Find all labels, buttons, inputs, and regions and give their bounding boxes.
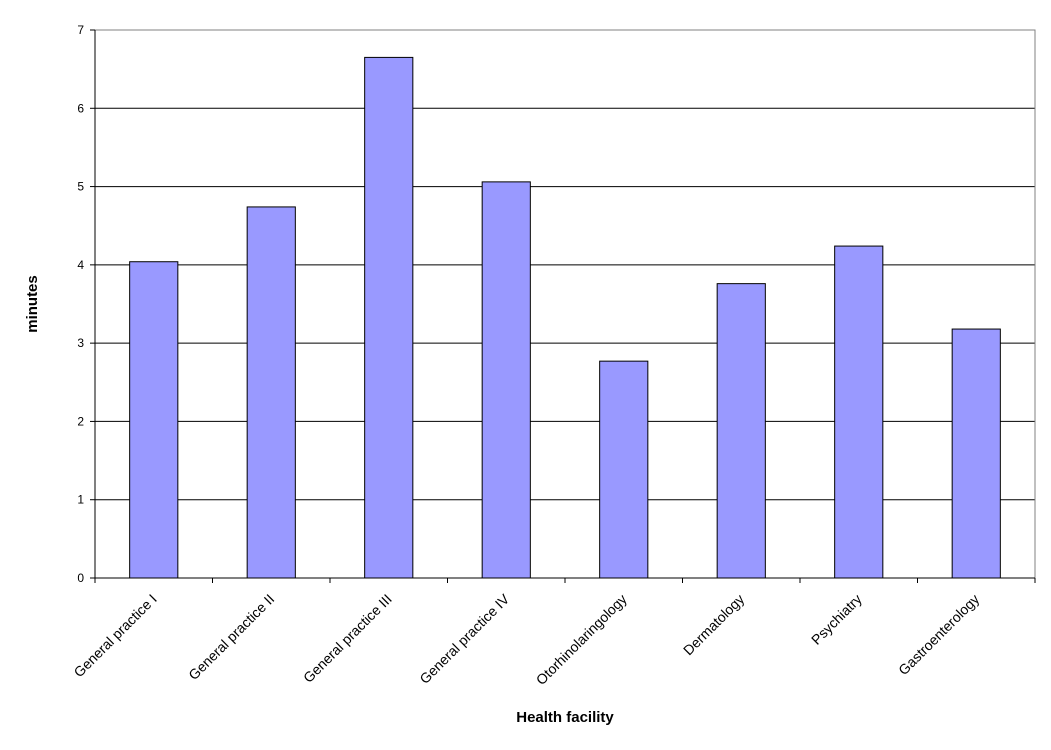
x-category-label: Otorhinolaringology: [533, 591, 630, 688]
bar: [481, 181, 531, 579]
bar: [599, 360, 649, 579]
y-tick-label: 7: [77, 23, 84, 37]
x-category-labels: General practice I General practice II Gen…: [70, 590, 982, 688]
x-category-label: General practice I: [70, 591, 159, 680]
x-axis-title: Health facility: [516, 709, 614, 726]
x-category-label: General practice II: [185, 591, 277, 683]
x-category-label: Dermatology: [680, 591, 747, 658]
y-tick-labels: 0 1 2 3 4 5 6 7: [77, 23, 84, 585]
y-tick-label: 5: [77, 180, 84, 194]
bar: [951, 328, 1001, 579]
x-category-label: Psychiatry: [808, 591, 865, 648]
x-category-label: General practice IV: [416, 590, 513, 687]
bar: [129, 261, 179, 579]
bar: [716, 283, 766, 579]
axes: [90, 29, 1036, 583]
x-category-label: Gastroenterology: [895, 591, 982, 678]
plot-area-border: [94, 29, 1036, 579]
y-tick-label: 3: [77, 336, 84, 350]
y-axis-title: minutes: [24, 275, 41, 333]
x-category-label: General practice III: [300, 591, 395, 686]
y-tick-label: 6: [77, 101, 84, 115]
y-tick-label: 0: [77, 571, 84, 585]
y-tick-label: 4: [77, 258, 84, 272]
y-tick-label: 1: [77, 493, 84, 507]
bar: [834, 245, 884, 579]
y-tick-label: 2: [77, 414, 84, 428]
bars: [129, 56, 1001, 579]
bar: [364, 56, 414, 579]
gridlines: [95, 29, 1035, 501]
bar: [246, 206, 296, 579]
